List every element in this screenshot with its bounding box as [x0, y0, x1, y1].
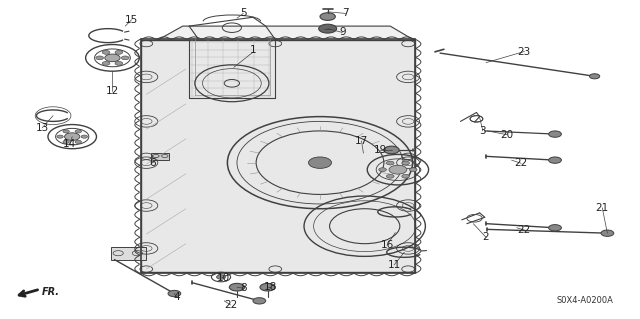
Text: 23: 23 — [518, 47, 531, 56]
Circle shape — [589, 74, 600, 79]
Circle shape — [168, 290, 180, 297]
Text: 13: 13 — [36, 123, 49, 133]
Text: 17: 17 — [355, 136, 368, 146]
Circle shape — [548, 131, 561, 137]
Circle shape — [319, 24, 337, 33]
Polygon shape — [152, 152, 170, 160]
Circle shape — [115, 50, 123, 54]
Text: 2: 2 — [483, 232, 490, 242]
Text: 20: 20 — [500, 130, 514, 140]
Circle shape — [115, 62, 123, 65]
Circle shape — [410, 168, 417, 172]
Circle shape — [379, 168, 387, 172]
Circle shape — [57, 135, 63, 138]
Polygon shape — [111, 247, 146, 260]
Text: 18: 18 — [264, 282, 278, 292]
Circle shape — [548, 225, 561, 231]
Circle shape — [402, 174, 410, 178]
Text: 7: 7 — [342, 8, 349, 19]
Circle shape — [387, 161, 394, 165]
Circle shape — [65, 133, 80, 140]
Text: 19: 19 — [373, 145, 387, 155]
Circle shape — [601, 230, 614, 236]
Circle shape — [229, 283, 244, 291]
Text: 16: 16 — [380, 240, 394, 250]
Circle shape — [389, 165, 407, 174]
Text: 4: 4 — [173, 292, 180, 302]
Text: 3: 3 — [479, 126, 486, 136]
Circle shape — [548, 157, 561, 163]
Text: 5: 5 — [240, 8, 246, 19]
Text: 6: 6 — [149, 158, 156, 168]
Circle shape — [387, 174, 394, 178]
Text: 21: 21 — [596, 203, 609, 213]
Text: 1: 1 — [250, 45, 256, 55]
Circle shape — [102, 62, 110, 65]
Text: 22: 22 — [518, 225, 531, 235]
Circle shape — [384, 146, 399, 154]
Circle shape — [96, 56, 104, 60]
Circle shape — [75, 140, 81, 144]
Text: 15: 15 — [125, 15, 138, 25]
Text: S0X4-A0200A: S0X4-A0200A — [557, 296, 614, 305]
Text: 14: 14 — [63, 139, 76, 149]
Polygon shape — [141, 41, 415, 272]
Polygon shape — [157, 26, 415, 41]
Circle shape — [63, 140, 69, 144]
Text: 22: 22 — [224, 300, 237, 310]
Text: 10: 10 — [216, 273, 230, 283]
Circle shape — [253, 298, 266, 304]
Circle shape — [402, 161, 410, 165]
Text: 9: 9 — [339, 27, 346, 37]
Text: 11: 11 — [387, 260, 401, 270]
Circle shape — [105, 54, 120, 62]
Circle shape — [81, 135, 88, 138]
Circle shape — [260, 283, 275, 291]
Text: 12: 12 — [106, 86, 119, 96]
Circle shape — [122, 56, 129, 60]
Circle shape — [216, 275, 225, 279]
Circle shape — [75, 130, 81, 133]
Circle shape — [63, 130, 69, 133]
Circle shape — [320, 13, 335, 20]
Text: 8: 8 — [240, 283, 246, 293]
Circle shape — [308, 157, 332, 168]
Text: FR.: FR. — [42, 287, 60, 297]
Circle shape — [102, 50, 110, 54]
Text: 22: 22 — [515, 158, 528, 168]
